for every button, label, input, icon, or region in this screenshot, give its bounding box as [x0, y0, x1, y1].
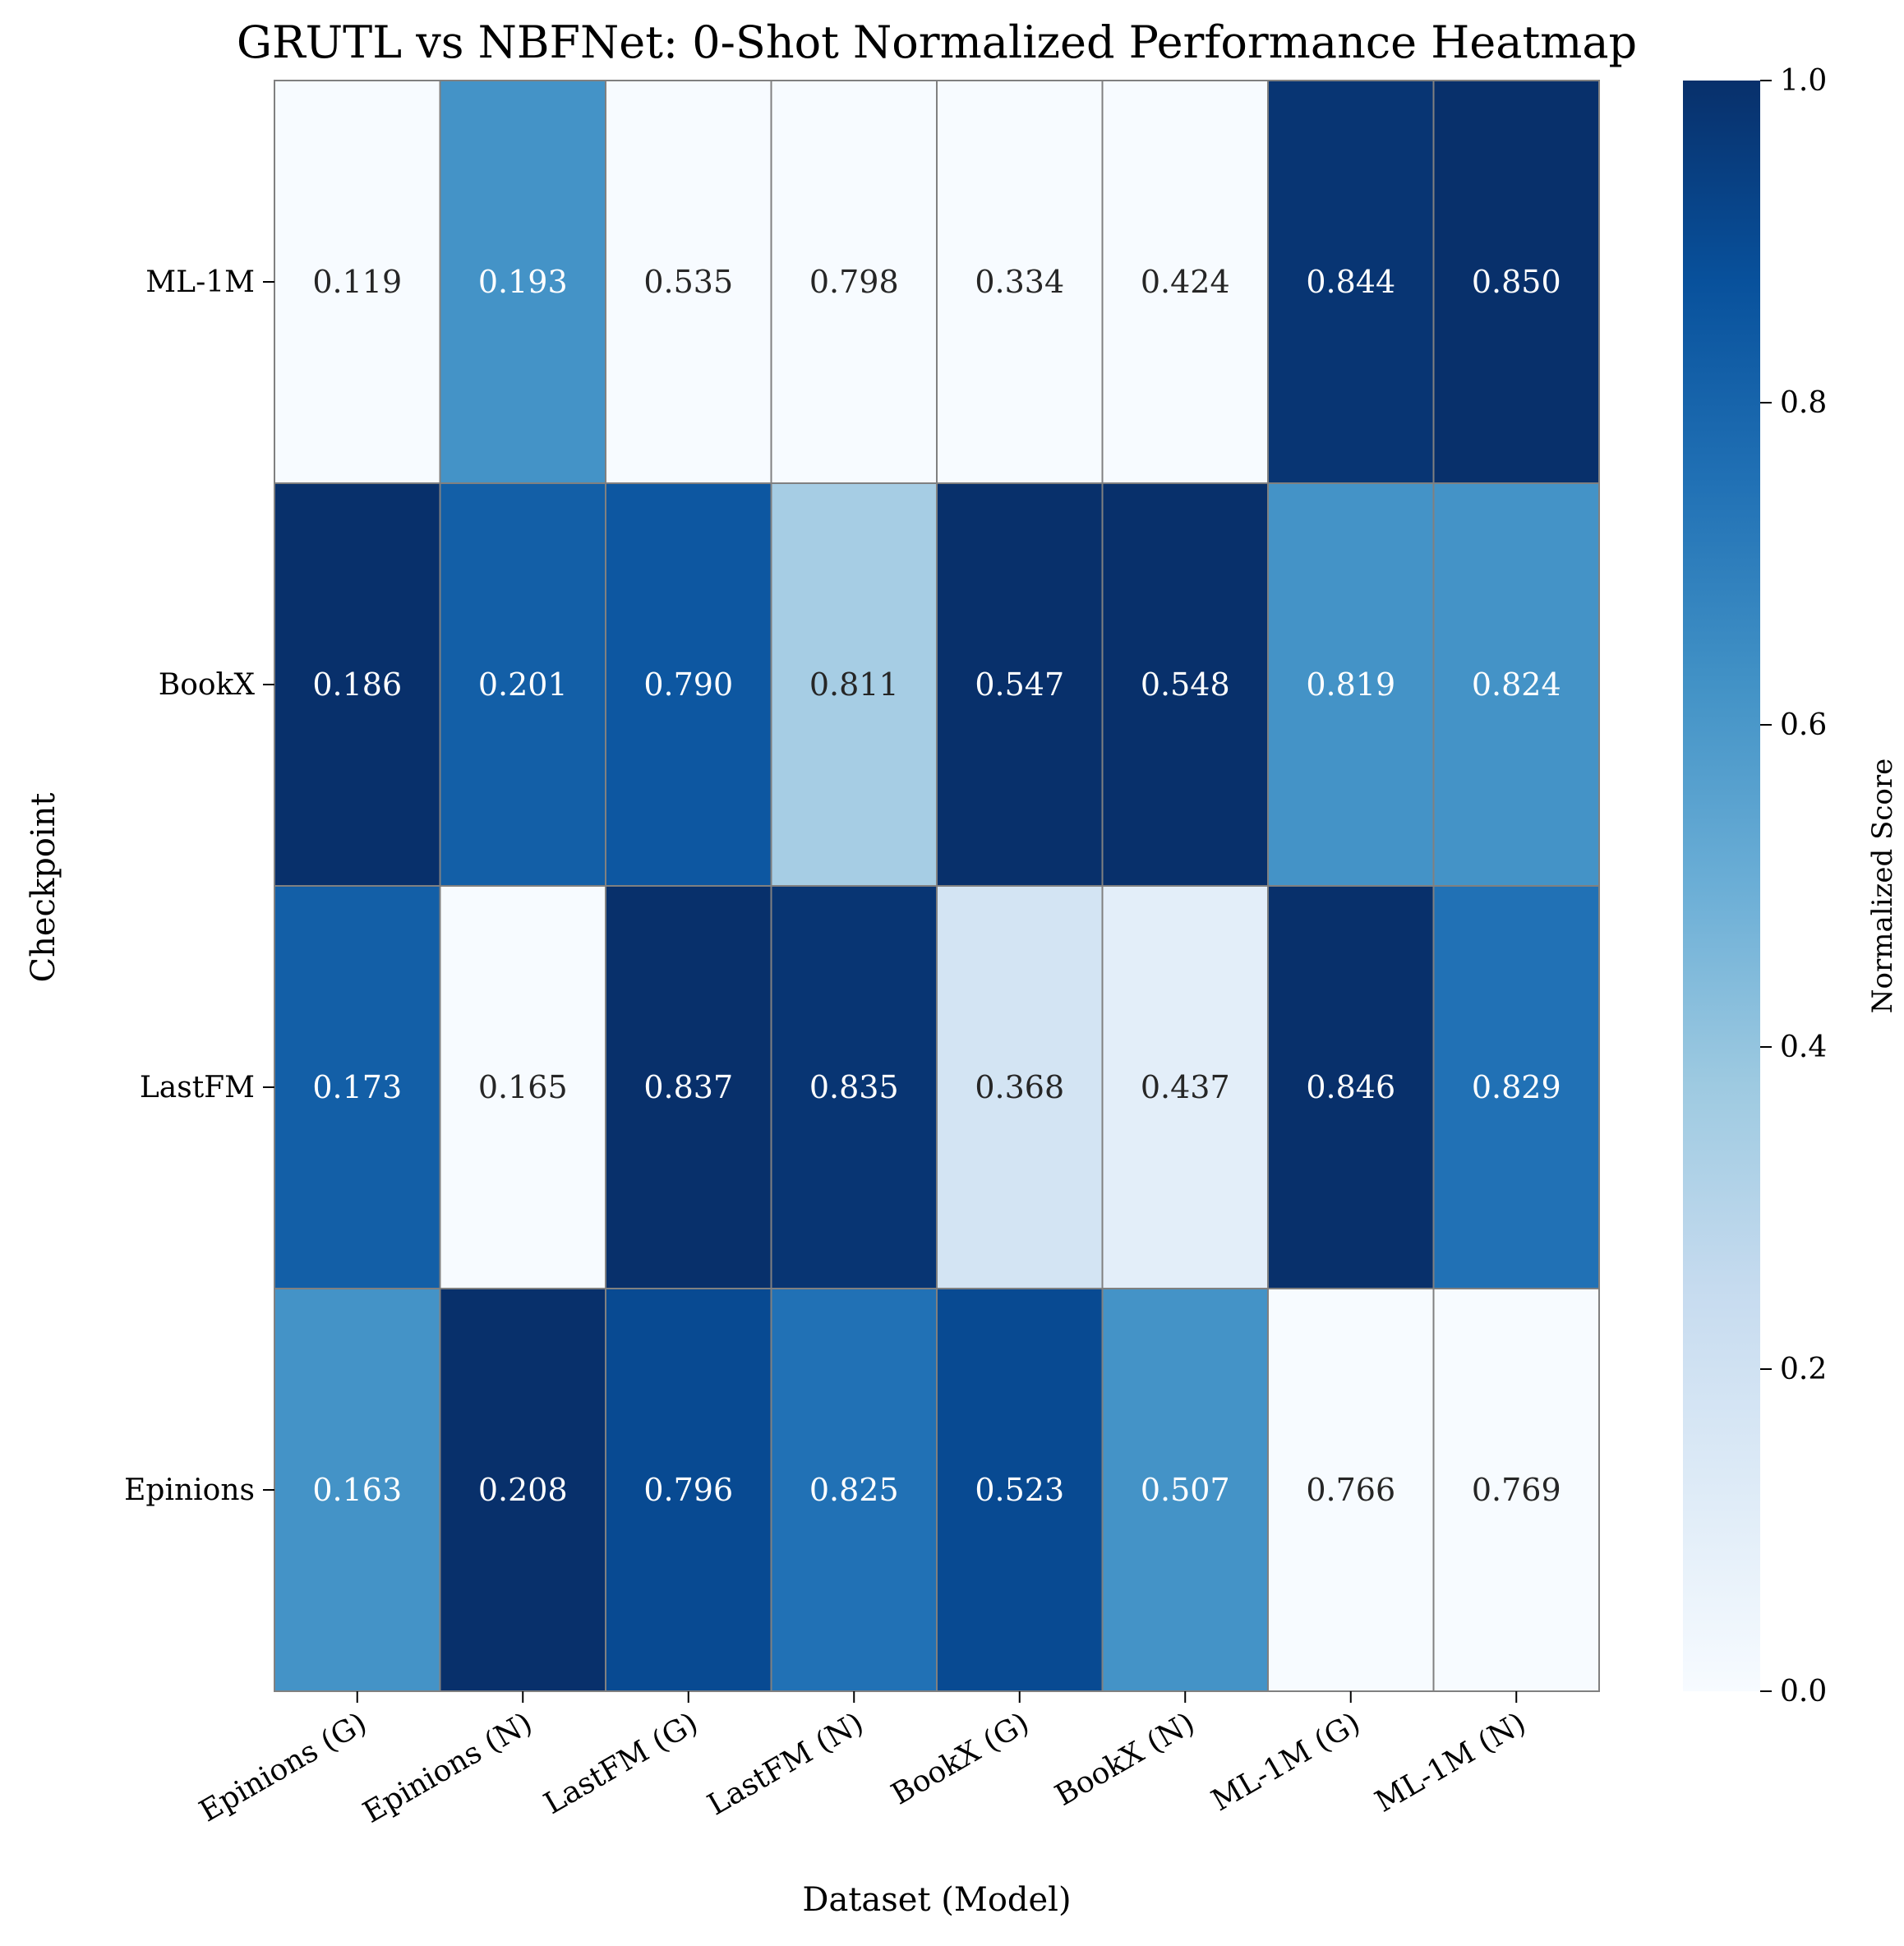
cell-label-0-1: 0.193: [478, 264, 568, 300]
cell-label-0-5: 0.424: [1141, 264, 1230, 300]
cell-label-0-0: 0.119: [312, 264, 402, 300]
cell-label-2-2: 0.837: [643, 1069, 733, 1105]
cell-label-1-0: 0.186: [312, 666, 402, 703]
cell-label-1-5: 0.548: [1141, 666, 1230, 703]
heatmap-cell-1-1: [439, 482, 606, 887]
colorbar-tick-label: 0.6: [1780, 708, 1827, 742]
cell-label-0-3: 0.798: [809, 264, 899, 300]
heatmap-cell-1-6: [1267, 482, 1435, 887]
cell-label-1-2: 0.790: [643, 666, 733, 703]
heatmap-cell-3-4: [936, 1288, 1104, 1692]
heatmap-cell-2-3: [770, 885, 938, 1289]
x-tick-label: BookX (G): [886, 1706, 1035, 1811]
colorbar: [1683, 81, 1760, 1691]
y-axis-ticks: ML-1M BookX LastFM Epinions: [124, 265, 274, 1507]
heatmap-cell-2-1: [439, 885, 606, 1289]
x-axis-label: Dataset (Model): [802, 1881, 1071, 1919]
x-tick-label: Epinions (N): [357, 1706, 538, 1829]
cell-label-1-7: 0.824: [1472, 666, 1561, 703]
cell-label-1-3: 0.811: [809, 666, 899, 703]
cell-label-0-4: 0.334: [975, 264, 1064, 300]
colorbar-tick-label: 0.4: [1780, 1031, 1827, 1064]
heatmap-cell-2-6: [1267, 885, 1435, 1289]
heatmap-cell-2-0: [274, 885, 441, 1289]
heatmap-cell-3-0: [274, 1288, 441, 1692]
x-tick-label: BookX (N): [1049, 1706, 1201, 1813]
cell-label-2-6: 0.846: [1306, 1069, 1395, 1105]
y-tick-label: BookX: [159, 668, 256, 702]
cell-label-1-1: 0.201: [478, 666, 568, 703]
cell-label-0-7: 0.850: [1472, 264, 1561, 300]
cell-label-1-6: 0.819: [1306, 666, 1395, 703]
cell-label-2-5: 0.437: [1141, 1069, 1230, 1105]
heatmap-cell-0-3: [770, 80, 938, 484]
cell-label-3-6: 0.766: [1306, 1472, 1395, 1508]
cell-label-2-0: 0.173: [312, 1069, 402, 1105]
heatmap-cell-0-0: [274, 80, 441, 484]
cell-label-2-4: 0.368: [975, 1069, 1064, 1105]
x-tick-label: ML-1M (N): [1370, 1706, 1532, 1819]
x-tick-label: Epinions (G): [194, 1706, 372, 1828]
y-tick-label: Epinions: [124, 1473, 255, 1507]
heatmap-cell-0-5: [1101, 80, 1269, 484]
colorbar-tick-label: 0.8: [1780, 386, 1827, 420]
heatmap-cell-0-1: [439, 80, 606, 484]
colorbar-tick-label: 0.2: [1780, 1353, 1827, 1386]
heatmap-cell-0-4: [936, 80, 1104, 484]
heatmap-cell-labels: 0.119 0.193 0.535 0.798 0.334 0.424 0.844 0.850…: [312, 264, 1561, 1508]
cell-label-1-4: 0.547: [975, 666, 1064, 703]
heatmap-cell-2-7: [1432, 885, 1600, 1289]
y-tick-label: LastFM: [140, 1071, 255, 1104]
heatmap-cell-3-2: [605, 1288, 772, 1692]
heatmap-cell-0-7: [1432, 80, 1600, 484]
chart-title: GRUTL vs NBFNet: 0-Shot Normalized Perfo…: [237, 16, 1637, 68]
heatmap-cell-0-2: [605, 80, 772, 484]
heatmap-cell-2-2: [605, 885, 772, 1289]
cell-label-2-1: 0.165: [478, 1069, 568, 1105]
colorbar-ticks: 0.0 0.2 0.4 0.6 0.8 1.0: [1760, 64, 1827, 1709]
cell-label-3-5: 0.507: [1141, 1472, 1230, 1508]
cell-label-3-4: 0.523: [975, 1472, 1064, 1508]
heatmap-cells: [274, 80, 1600, 1692]
colorbar-label: Normalized Score: [1866, 759, 1899, 1014]
cell-label-3-0: 0.163: [312, 1472, 402, 1508]
heatmap-cell-3-6: [1267, 1288, 1435, 1692]
colorbar-tick-label: 1.0: [1780, 64, 1827, 98]
cell-label-2-3: 0.835: [809, 1069, 899, 1105]
x-axis-ticks: Epinions (G)Epinions (N) LastFM (G)LastFM…: [194, 1691, 1532, 1830]
y-tick-label: ML-1M: [145, 265, 255, 299]
cell-label-3-3: 0.825: [809, 1472, 899, 1508]
heatmap-cell-1-5: [1101, 482, 1269, 887]
cell-label-3-7: 0.769: [1472, 1472, 1561, 1508]
x-tick-label: LastFM (G): [538, 1706, 703, 1821]
x-tick-label: ML-1M (G): [1206, 1706, 1367, 1818]
heatmap-cell-1-7: [1432, 482, 1600, 887]
cell-label-2-7: 0.829: [1472, 1069, 1561, 1105]
heatmap-cell-1-4: [936, 482, 1104, 887]
colorbar-tick-label: 0.0: [1780, 1675, 1827, 1709]
heatmap-cell-1-3: [770, 482, 938, 887]
y-axis-label: Checkpoint: [25, 793, 62, 983]
heatmap-cell-3-3: [770, 1288, 938, 1692]
heatmap-cell-2-4: [936, 885, 1104, 1289]
cell-label-0-2: 0.535: [643, 264, 733, 300]
x-tick-label: LastFM (N): [702, 1706, 869, 1822]
cell-label-3-1: 0.208: [478, 1472, 568, 1508]
cell-label-0-6: 0.844: [1306, 264, 1395, 300]
cell-label-3-2: 0.796: [643, 1472, 733, 1508]
heatmap-cell-2-5: [1101, 885, 1269, 1289]
